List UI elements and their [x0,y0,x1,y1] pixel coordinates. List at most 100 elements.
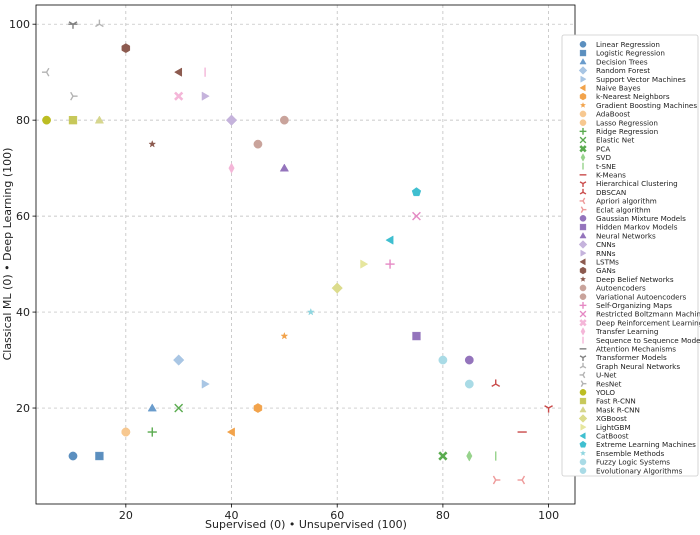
legend-marker [579,440,587,448]
legend-label: Hierarchical Clustering [596,179,678,188]
legend-marker [579,284,587,292]
legend-label: Random Forest [596,66,650,75]
legend-label: RNNs [596,249,616,258]
legend-entry-fuzzy-logic-systems: Fuzzy Logic Systems [579,458,670,467]
y-tick-label: 80 [16,114,30,127]
legend-marker [579,467,587,474]
legend-entry-svd: SVD [580,153,611,162]
data-point-neural-networks [279,163,289,172]
legend-marker [579,258,586,266]
legend-marker [580,327,586,336]
legend-entry-gradient-boosting-machines: Gradient Boosting Machines [579,101,697,110]
legend-marker [579,319,587,327]
legend-label: Transfer Learning [595,327,658,336]
legend-marker [580,206,587,213]
legend-entry-t-sne: t-SNE [582,162,616,171]
legend-label: Fuzzy Logic Systems [596,458,670,467]
legend-label: Linear Regression [596,40,660,49]
data-point-extreme-learning-machines [411,187,422,197]
legend-entry-catboost: CatBoost [579,431,629,440]
legend-entry-deep-reinforcement-learning: Deep Reinforcement Learning [579,318,700,327]
data-point-rnns [201,91,210,101]
legend-entry-random-forest: Random Forest [578,66,650,75]
legend-label: DBSCAN [596,188,626,197]
legend-label: Ensemble Methods [596,449,664,458]
legend-marker [579,84,586,92]
x-axis-label: Supervised (0) • Unsupervised (100) [205,518,407,531]
y-axis-label: Classical ML (0) • Deep Learning (100) [1,148,14,361]
data-point-apriori-algorithm [517,475,526,485]
legend-marker [579,389,587,396]
legend-label: ResNet [596,379,622,388]
legend-marker [579,406,587,413]
legend-entry-fast-r-cnn: Fast R-CNN [579,397,636,406]
legend-label: Extreme Learning Machines [596,440,696,449]
legend-entry-attention-mechanisms: Attention Mechanisms [579,344,676,353]
legend-entry-xgboost: XGBoost [578,414,627,423]
legend-marker [580,75,587,83]
legend-label: Neural Networks [596,231,656,240]
legend-label: Deep Reinforcement Learning [596,318,700,327]
legend-label: Attention Mechanisms [596,344,676,353]
legend-label: Ridge Regression [596,127,658,136]
data-point-lightgbm [360,259,369,269]
legend-marker [578,240,588,249]
data-point-elastic-net [174,403,184,413]
legend-label: Deep Belief Networks [596,275,674,284]
legend-marker [579,41,587,48]
legend-marker [579,397,587,405]
legend-entry-decision-trees: Decision Trees [579,57,648,66]
data-point-self-organizing-maps [385,259,395,269]
legend-marker [580,380,587,387]
legend-label: CNNs [596,240,616,249]
legend-entry-resnet: ResNet [580,379,622,388]
legend-marker [578,66,588,75]
y-tick-label: 20 [16,402,30,415]
legend-marker [580,153,586,162]
legend-entry-apriori-algorithm: Apriori algorithm [579,197,657,206]
data-point-hierarchical-clustering [544,405,553,413]
legend-marker [579,181,587,187]
data-point-graph-neural-networks [95,19,104,28]
grid [36,5,575,504]
legend-label: Graph Neural Networks [596,362,680,371]
data-point-autoencoders [279,115,289,125]
data-point-logistic-regression [95,451,104,461]
data-point-u-net [41,67,50,77]
data-point-ensemble-methods [306,307,315,316]
legend-label: Gaussian Mixture Models [596,214,686,223]
data-point-mask-r-cnn [94,115,105,124]
legend-marker [579,458,587,466]
legend-entry-neural-networks: Neural Networks [579,231,656,240]
legend-label: Restricted Boltzmann Machines [596,310,700,319]
legend-marker [579,197,586,205]
legend-entry-lstms: LSTMs [579,257,619,266]
y-tick-label: 100 [9,18,30,31]
legend-marker [579,232,587,239]
legend-label: Naive Bayes [596,83,641,92]
data-point-decision-trees [147,403,157,412]
legend-marker [579,301,587,309]
y-tick-label: 60 [16,210,30,223]
legend-marker [579,355,587,361]
legend-marker [579,215,587,222]
data-point-fast-r-cnn [68,115,78,125]
data-point-resnet [70,91,78,101]
x-tick-label: 40 [225,509,239,522]
legend-entry-naive-bayes: Naive Bayes [579,83,641,92]
legend-entry-yolo: YOLO [579,388,615,397]
data-point-fuzzy-logic-systems [464,379,474,389]
legend-entry-mask-r-cnn: Mask R-CNN [579,405,640,414]
legend-marker [579,371,586,379]
legend-entry-pca: PCA [579,144,610,153]
data-point-deep-reinforcement-learning [174,91,184,101]
legend-marker [579,310,587,318]
data-point-gradient-boosting-machines [280,331,289,340]
legend-entry-logistic-regression: Logistic Regression [579,49,665,58]
legend-marker [579,223,587,231]
legend-entry-restricted-boltzmann-machines: Restricted Boltzmann Machines [579,310,700,319]
legend-label: AdaBoost [596,110,630,119]
legend-label: SVD [596,153,611,162]
